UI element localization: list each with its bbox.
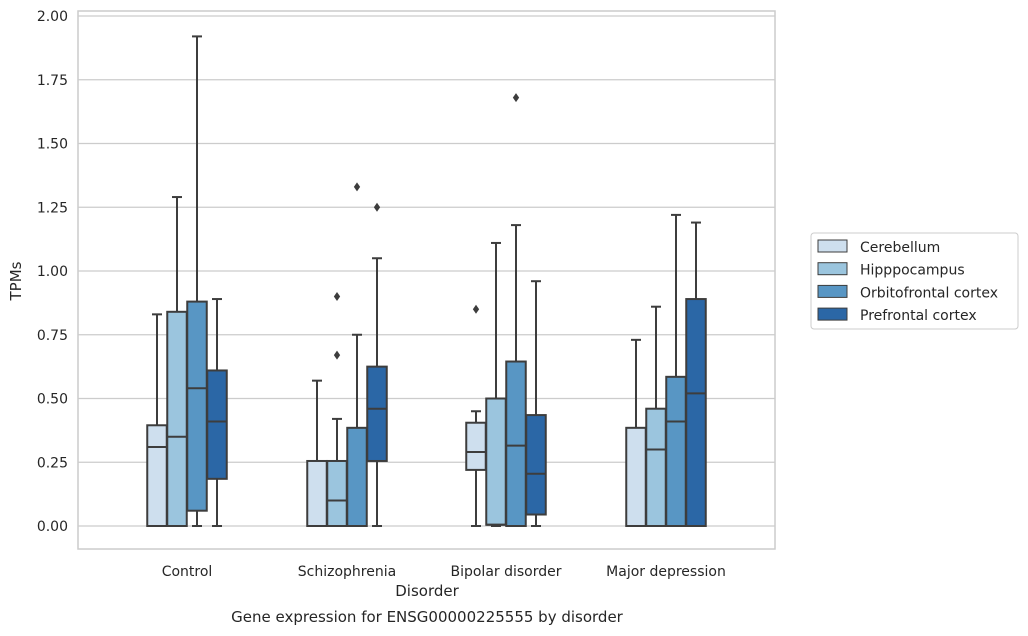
legend-swatch [817, 239, 848, 253]
y-tick-label: 1.75 [37, 73, 68, 89]
y-tick-label: 0.25 [37, 455, 68, 471]
box-body [525, 414, 547, 516]
box-body [685, 298, 707, 527]
legend-entry: Orbitofrontal cortex [860, 285, 998, 301]
box-1-3 [645, 305, 667, 528]
x-axis-label: Disorder [395, 582, 459, 600]
box-3-0 [206, 298, 228, 527]
box-body [465, 421, 487, 471]
box-1-1 [326, 292, 348, 528]
box-body [665, 375, 687, 528]
outlier-point [472, 304, 480, 314]
box-body [206, 369, 228, 480]
legend-frame [810, 232, 1019, 330]
y-tick-label: 1.00 [37, 264, 68, 280]
box-body [366, 365, 388, 462]
outlier-point [373, 202, 381, 212]
legend-entry: Prefrontal cortex [860, 308, 977, 324]
legend-entry: Cerebellum [860, 240, 940, 256]
legend-swatch [817, 307, 848, 321]
y-tick-label: 0.75 [37, 328, 68, 344]
box-body [346, 426, 368, 528]
x-tick-label: Major depression [606, 564, 726, 580]
box-2-1 [346, 182, 368, 528]
legend: Cerebellum Hipppocampus Orbitofrontal cort… [810, 232, 1019, 330]
box-body [166, 310, 188, 527]
plot-area [146, 35, 707, 528]
legend-swatch [817, 284, 848, 298]
box-body [485, 397, 507, 526]
y-tick-label: 0.00 [37, 519, 68, 535]
box-body [625, 426, 647, 528]
y-tick-label: 0.50 [37, 392, 68, 408]
box-2-3 [665, 213, 687, 528]
box-body [645, 407, 667, 528]
outlier-point [353, 182, 361, 192]
box-0-3 [625, 338, 647, 528]
box-0-0 [146, 313, 168, 527]
axes-frame [77, 10, 776, 550]
outlier-point [333, 292, 341, 301]
box-1-2 [485, 241, 507, 527]
box-2-0 [186, 35, 208, 527]
x-tick-label: Bipolar disorder [450, 564, 561, 580]
box-1-0 [166, 196, 188, 527]
y-tick-label: 1.50 [37, 137, 68, 153]
box-body [146, 424, 168, 527]
x-tick-label: Schizophrenia [298, 564, 396, 580]
box-3-1 [366, 202, 388, 527]
box-3-3 [685, 221, 707, 527]
x-axis-ticks: Control Schizophrenia Bipolar disorder Majo… [162, 564, 726, 580]
outlier-point [333, 350, 341, 360]
legend-swatch [817, 262, 848, 276]
outlier-point [512, 93, 520, 103]
y-axis-label: TPMs [7, 261, 25, 301]
y-axis-ticks: 0.00 0.25 0.50 0.75 1.00 1.25 1.50 1.75 2.00 [37, 9, 68, 535]
legend-entry: Hipppocampus [860, 263, 965, 279]
box-2-2 [505, 93, 527, 527]
box-body [306, 459, 328, 528]
box-3-2 [525, 280, 547, 527]
box-0-2 [465, 304, 487, 527]
box-body [326, 459, 348, 528]
x-tick-label: Control [162, 564, 213, 580]
chart-title: Gene expression for ENSG00000225555 by d… [231, 608, 624, 626]
box-0-1 [306, 379, 328, 528]
y-tick-label: 2.00 [37, 9, 68, 25]
box-body [505, 360, 527, 527]
box-body [186, 300, 208, 512]
y-tick-label: 1.25 [37, 200, 68, 216]
